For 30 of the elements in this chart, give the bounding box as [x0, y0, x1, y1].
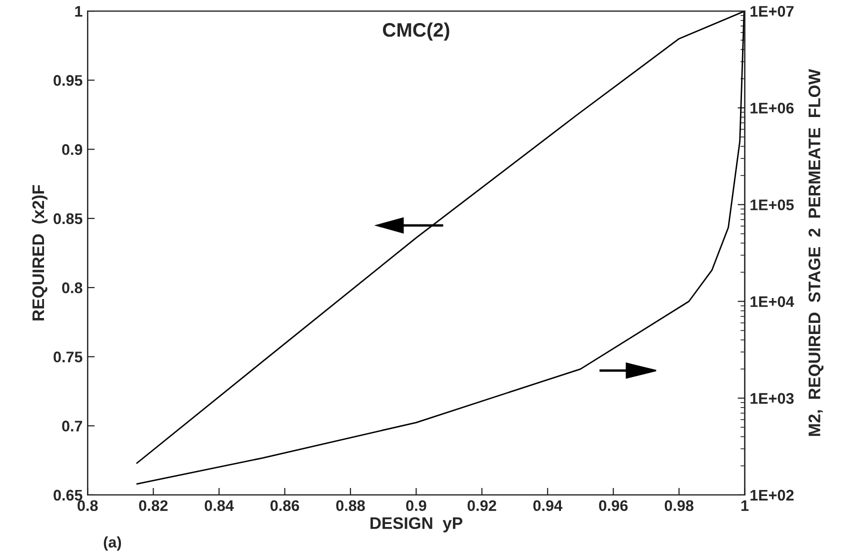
x-tick-label: 0.88 [336, 500, 365, 512]
y-tick-label: 0.8 [62, 282, 82, 294]
y2-tick-label: 1E+05 [750, 199, 794, 210]
x-tick-label: 0.86 [270, 500, 300, 512]
x-tick-label: 0.94 [533, 500, 562, 512]
y2-tick-label: 1E+04 [750, 296, 794, 308]
y-tick-label: 0.75 [54, 352, 82, 362]
y2-tick-label: 1E+06 [750, 102, 794, 114]
x-tick-label: 0.9 [406, 500, 426, 512]
y-axis-title: REQUIRED (x2)F [32, 185, 48, 320]
x-tick-label: 0.82 [139, 500, 168, 512]
y-tick-label: 1 [75, 6, 82, 17]
y-tick-label: 0.7 [62, 420, 82, 432]
x-tick-label: 0.96 [599, 500, 628, 512]
text: (a) [104, 536, 121, 551]
y-tick-label: 0.9 [62, 144, 82, 155]
x-tick-label: 0.84 [204, 500, 234, 512]
y-tick-label: 0.65 [54, 490, 82, 501]
y2-tick-label: 1E+02 [750, 490, 794, 501]
y2-axis-title: M2, REQUIRED STAGE 2 PERMEATE FLOW [808, 69, 824, 436]
x-tick-label: 0.98 [664, 500, 694, 512]
text: CMC(2) [382, 22, 450, 41]
y-tick-label: 0.95 [54, 75, 82, 86]
x-tick-label: 1 [741, 500, 749, 511]
x-tick-label: 0.8 [78, 500, 98, 512]
x-axis-title: DESIGN yP [370, 517, 462, 532]
y-tick-label: 0.85 [54, 213, 82, 224]
y2-tick-label: 1E+07 [750, 6, 794, 17]
x-tick-label: 0.92 [468, 500, 496, 512]
y2-tick-label: 1E+03 [750, 393, 794, 404]
